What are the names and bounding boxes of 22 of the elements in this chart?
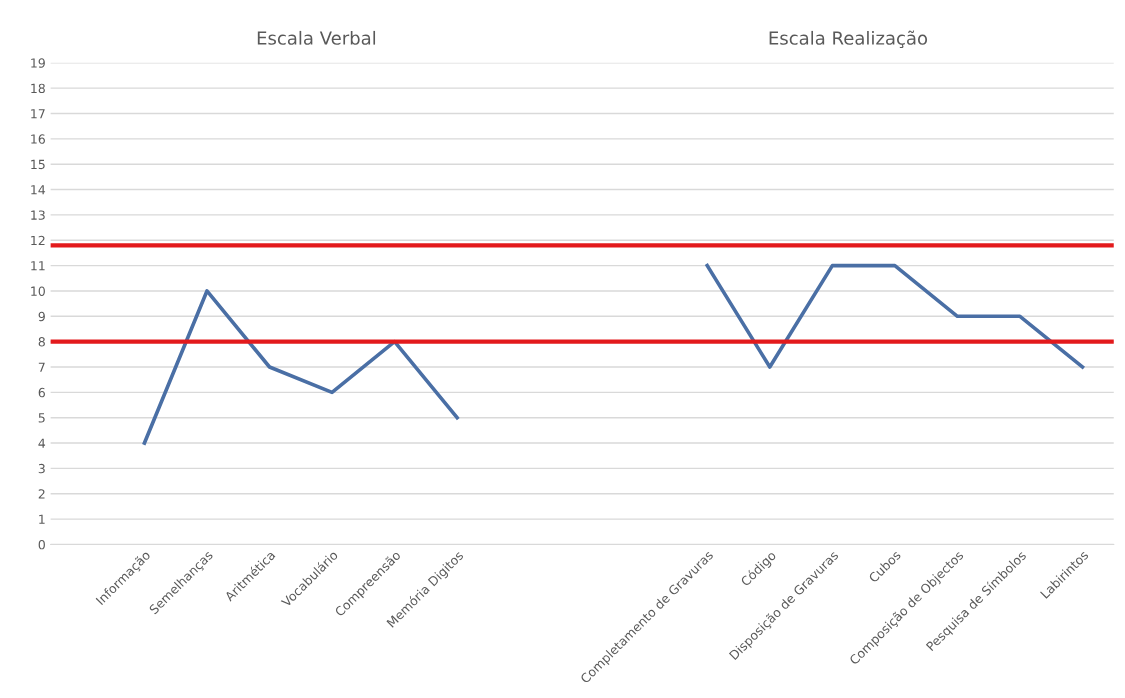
y-tick-label: 10 — [31, 286, 45, 296]
y-tick-label: 15 — [31, 159, 45, 170]
y-tick-label: 11 — [31, 261, 45, 271]
y-tick-label: 8 — [38, 337, 45, 347]
y-tick-label: 17 — [31, 109, 45, 119]
y-tick-label: 1 — [39, 514, 45, 524]
y-tick-label: 0 — [38, 539, 45, 550]
y-tick-label: 14 — [31, 185, 46, 195]
y-tick-label: 2 — [38, 489, 45, 499]
y-tick-label: 9 — [38, 311, 45, 322]
y-tick-label: 6 — [38, 387, 45, 398]
text: Escala Realização — [769, 30, 928, 49]
y-tick-label: 13 — [31, 210, 45, 220]
text: Escala Verbal — [257, 30, 376, 45]
y-tick-label: 4 — [38, 438, 46, 448]
y-tick-label: 12 — [31, 235, 45, 246]
y-tick-label: 7 — [38, 362, 45, 372]
y-tick-label: 18 — [31, 83, 45, 94]
y-tick-label: 16 — [31, 134, 45, 144]
y-tick-label: 5 — [38, 413, 45, 423]
y-tick-label: 3 — [38, 463, 45, 474]
y-tick-label: 19 — [31, 58, 45, 68]
